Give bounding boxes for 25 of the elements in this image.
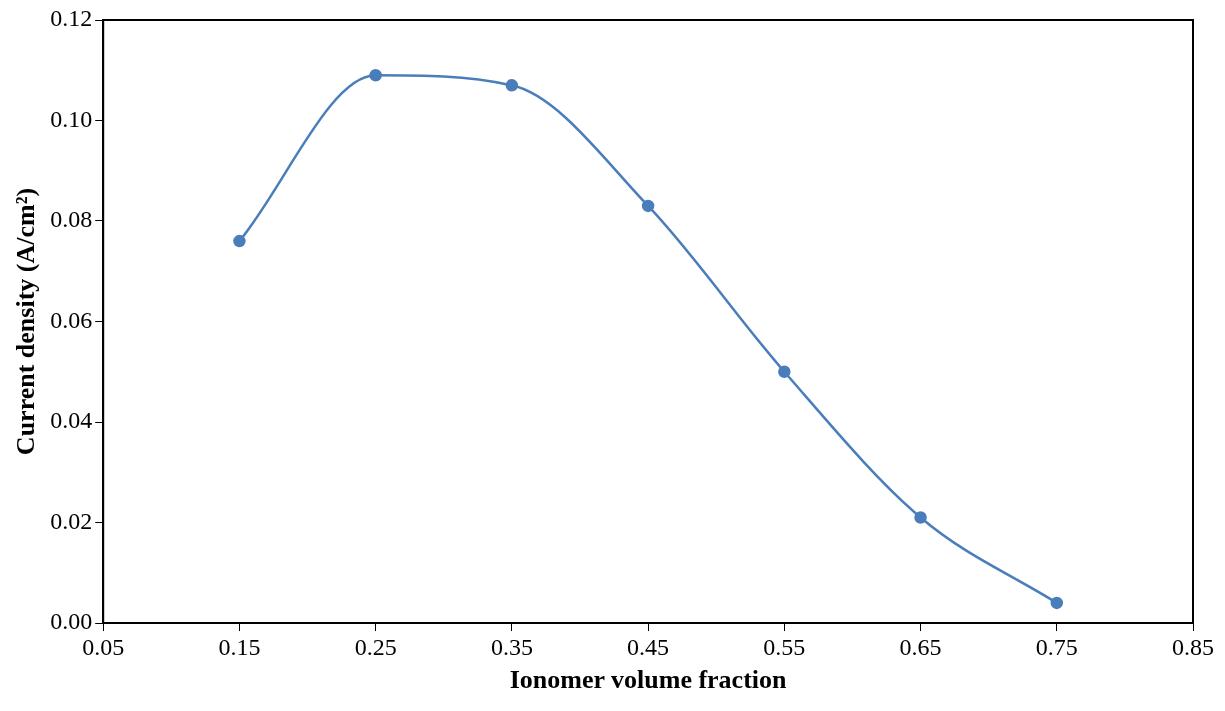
point bbox=[233, 234, 246, 248]
x-tick-label: 0.45 bbox=[627, 633, 670, 660]
x-tick-label: 0.35 bbox=[490, 633, 533, 660]
point bbox=[641, 199, 655, 213]
x-tick-label: 0.55 bbox=[763, 633, 806, 660]
x-tick-label: 0.85 bbox=[1172, 633, 1214, 660]
y-tick-label: 0.08 bbox=[50, 206, 93, 233]
y-tick-label: 0.12 bbox=[50, 5, 93, 32]
point bbox=[778, 365, 791, 378]
y-tick-label: 0.04 bbox=[50, 407, 93, 434]
x-tick-label: 0.75 bbox=[1035, 633, 1078, 660]
x-tick-label: 0.25 bbox=[354, 633, 397, 660]
point bbox=[914, 511, 927, 524]
y-tick-label: 0.00 bbox=[50, 608, 93, 635]
x-tick-label: 0.05 bbox=[82, 633, 125, 660]
x-tick-label: 0.15 bbox=[218, 633, 261, 660]
y-tick-label: 0.06 bbox=[50, 306, 93, 333]
x-tick-label: 0.65 bbox=[899, 633, 942, 660]
y-axis-title: Current density (A/cm²) bbox=[11, 187, 41, 456]
y-tick-label: 0.10 bbox=[50, 105, 93, 132]
x-axis-title: Ionomer volume fraction bbox=[509, 665, 788, 695]
point bbox=[1050, 596, 1064, 610]
y-tick-label: 0.02 bbox=[50, 507, 93, 534]
point bbox=[369, 69, 382, 82]
point bbox=[505, 79, 519, 92]
